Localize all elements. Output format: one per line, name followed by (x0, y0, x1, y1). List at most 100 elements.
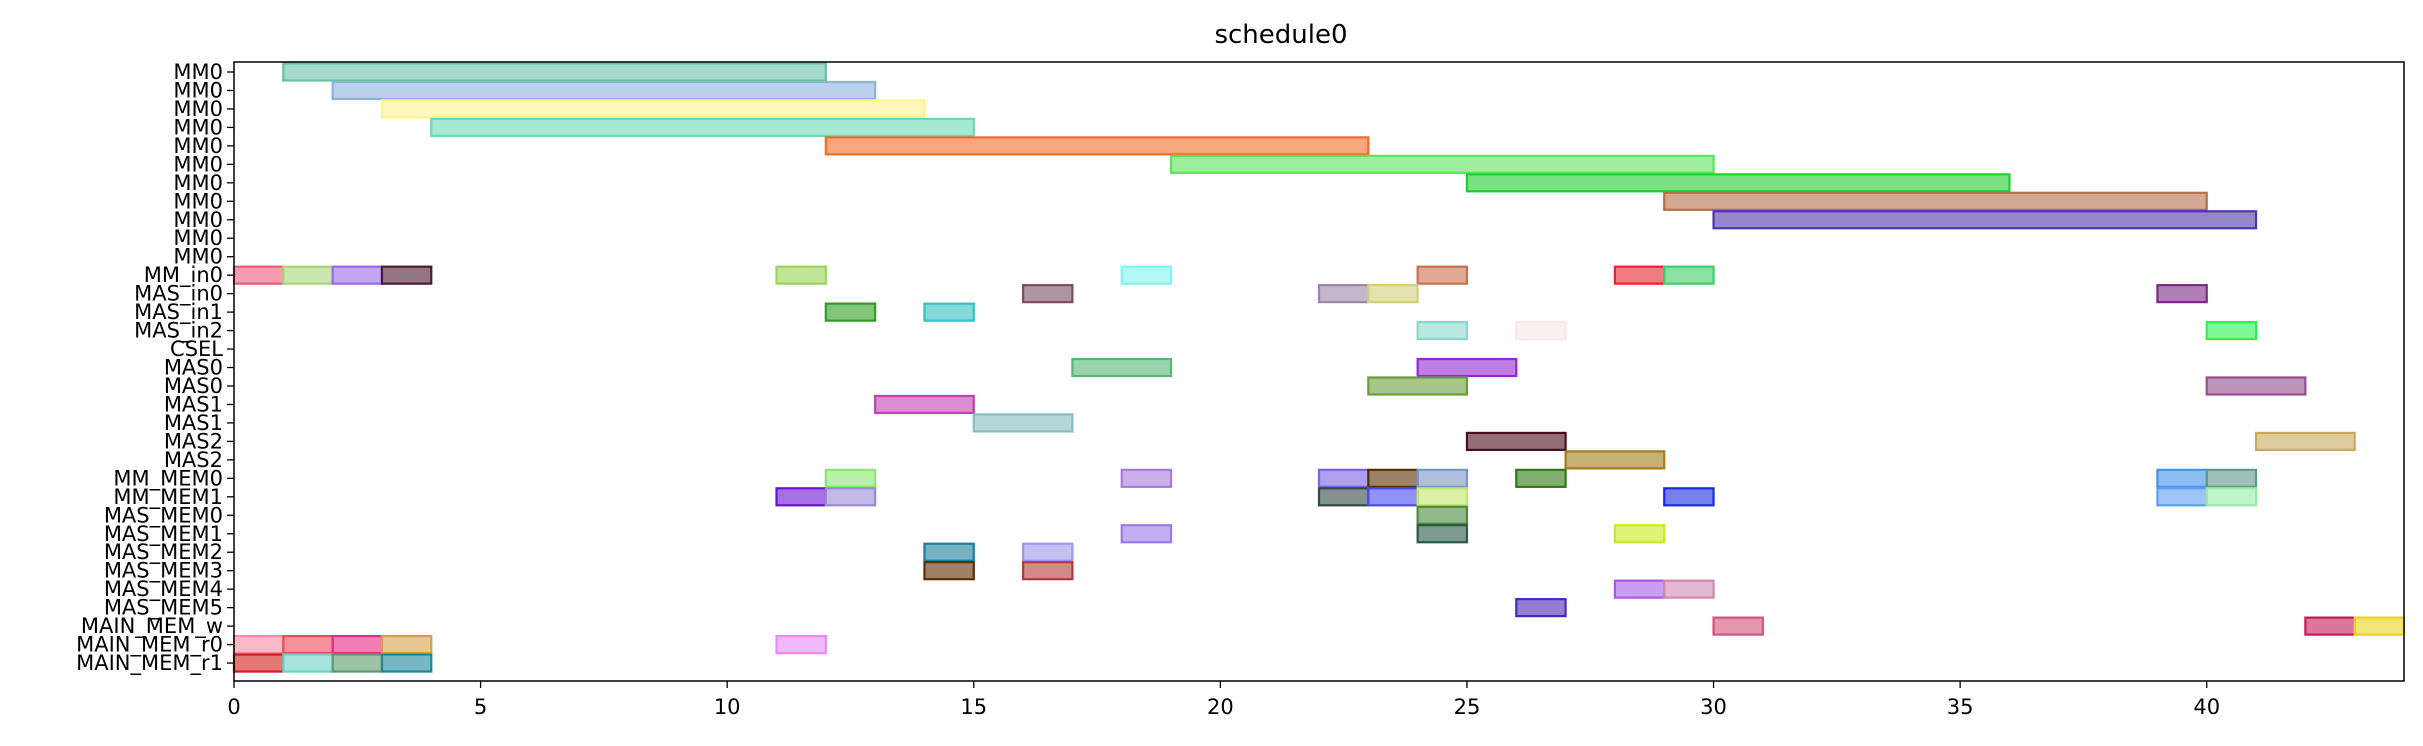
y-tick-label: MAS1 (164, 411, 223, 435)
task-bar (2156, 468, 2208, 488)
task-bar (1515, 320, 1567, 341)
x-tick-label: 10 (714, 695, 741, 719)
task-bar (1367, 284, 1419, 304)
task-bar (1317, 487, 1370, 507)
y-tick-label: MAS2 (164, 429, 223, 453)
y-tick-label: MM_in0 (144, 263, 223, 288)
task-bar (1367, 487, 1419, 507)
y-tick-label: MAS2 (164, 448, 223, 472)
y-tick-label: MAS_in1 (134, 300, 223, 325)
x-tick-label: 25 (1454, 695, 1481, 719)
task-bar (1021, 284, 1074, 304)
task-bar (282, 653, 334, 673)
y-tick-label: MAS_MEM3 (104, 559, 223, 584)
x-tick-label: 5 (474, 695, 487, 719)
task-bar (824, 302, 877, 322)
task-bar (1564, 450, 1666, 470)
x-tick-label: 0 (227, 695, 240, 719)
task-bar (824, 136, 1370, 156)
task-bar (380, 634, 433, 655)
y-tick-label: MAS0 (164, 356, 223, 380)
task-bar (331, 653, 384, 673)
task-bar (874, 394, 975, 415)
task-bar (430, 117, 975, 138)
task-bar (232, 634, 285, 655)
task-bar (1416, 265, 1469, 285)
task-bar (1613, 524, 1666, 544)
task-bar (824, 468, 877, 488)
task-bar (1120, 468, 1173, 488)
task-bar (1515, 598, 1567, 618)
task-bar (1712, 210, 2258, 230)
task-bar (1317, 284, 1370, 304)
y-tick-label: MM0 (173, 152, 223, 176)
task-bar (1071, 357, 1173, 378)
task-bar (1367, 376, 1469, 396)
task-bar (331, 265, 384, 285)
chart-title: schedule0 (1214, 20, 1347, 50)
y-axis: MM0MM0MM0MM0MM0MM0MM0MM0MM0MM0MM0MM_in0M… (76, 60, 234, 676)
x-tick-label: 20 (1207, 695, 1234, 719)
task-bar (282, 62, 827, 82)
y-tick-label: MM0 (173, 226, 223, 250)
y-tick-label: MM_MEM1 (113, 485, 223, 510)
task-bar (2205, 468, 2258, 488)
y-tick-label: MAS_MEM1 (104, 522, 223, 547)
y-tick-label: MM0 (173, 189, 223, 213)
task-bar (1169, 154, 1715, 174)
task-bar (2205, 320, 2258, 341)
y-tick-label: MAS_in2 (134, 319, 223, 344)
y-tick-label: MAIN_MEM_r1 (76, 651, 223, 676)
task-bar (282, 634, 334, 655)
task-bar (1021, 561, 1074, 581)
task-bar (380, 653, 433, 673)
task-bar (2304, 616, 2356, 636)
task-bar (1613, 579, 1666, 599)
y-tick-label: MAIN_MEM_w (81, 614, 223, 639)
task-bar (232, 265, 285, 285)
task-bar (2205, 487, 2258, 507)
task-bar (1465, 173, 2011, 193)
y-tick-label: MM0 (173, 134, 223, 158)
task-bar (2156, 284, 2208, 304)
x-tick-label: 15 (960, 695, 987, 719)
task-bar (972, 413, 1074, 433)
task-bar (331, 634, 384, 655)
y-tick-label: MAS0 (164, 374, 223, 398)
task-bar (1416, 468, 1469, 488)
task-bar (1120, 524, 1173, 544)
x-tick-label: 35 (1947, 695, 1974, 719)
y-tick-label: MAS_MEM4 (104, 577, 223, 602)
task-bar (1613, 265, 1666, 285)
task-bar (282, 265, 334, 285)
task-bar (1465, 431, 1567, 451)
y-tick-label: MM0 (173, 97, 223, 121)
y-tick-label: MM0 (173, 60, 223, 84)
task-bar (1712, 616, 1764, 636)
task-bar (380, 265, 433, 285)
task-bar (331, 80, 877, 101)
task-bar (380, 99, 926, 119)
x-tick-label: 30 (1700, 695, 1727, 719)
task-bar (775, 487, 827, 507)
task-bar (923, 542, 975, 562)
y-tick-label: MM_MEM0 (113, 466, 223, 491)
task-bar (775, 265, 827, 285)
task-bar (775, 634, 827, 655)
task-bar (1515, 468, 1567, 488)
task-bar (2156, 487, 2208, 507)
x-axis: 0 5 10 15 20 25 30 35 40 (227, 681, 2220, 719)
task-bar (1416, 320, 1469, 341)
y-tick-label: MAS_in0 (134, 282, 223, 307)
task-bar (1663, 191, 2208, 211)
task-bar (1120, 265, 1173, 285)
task-bar (1663, 487, 1715, 507)
y-tick-label: MM0 (173, 171, 223, 195)
task-bar (1416, 357, 1518, 378)
task-bar (2205, 376, 2307, 396)
y-tick-label: MAS_MEM5 (104, 596, 223, 621)
y-tick-label: MAS_MEM0 (104, 503, 223, 528)
y-tick-label: MAIN_MEM_r0 (76, 633, 223, 658)
task-bar (2254, 431, 2356, 451)
